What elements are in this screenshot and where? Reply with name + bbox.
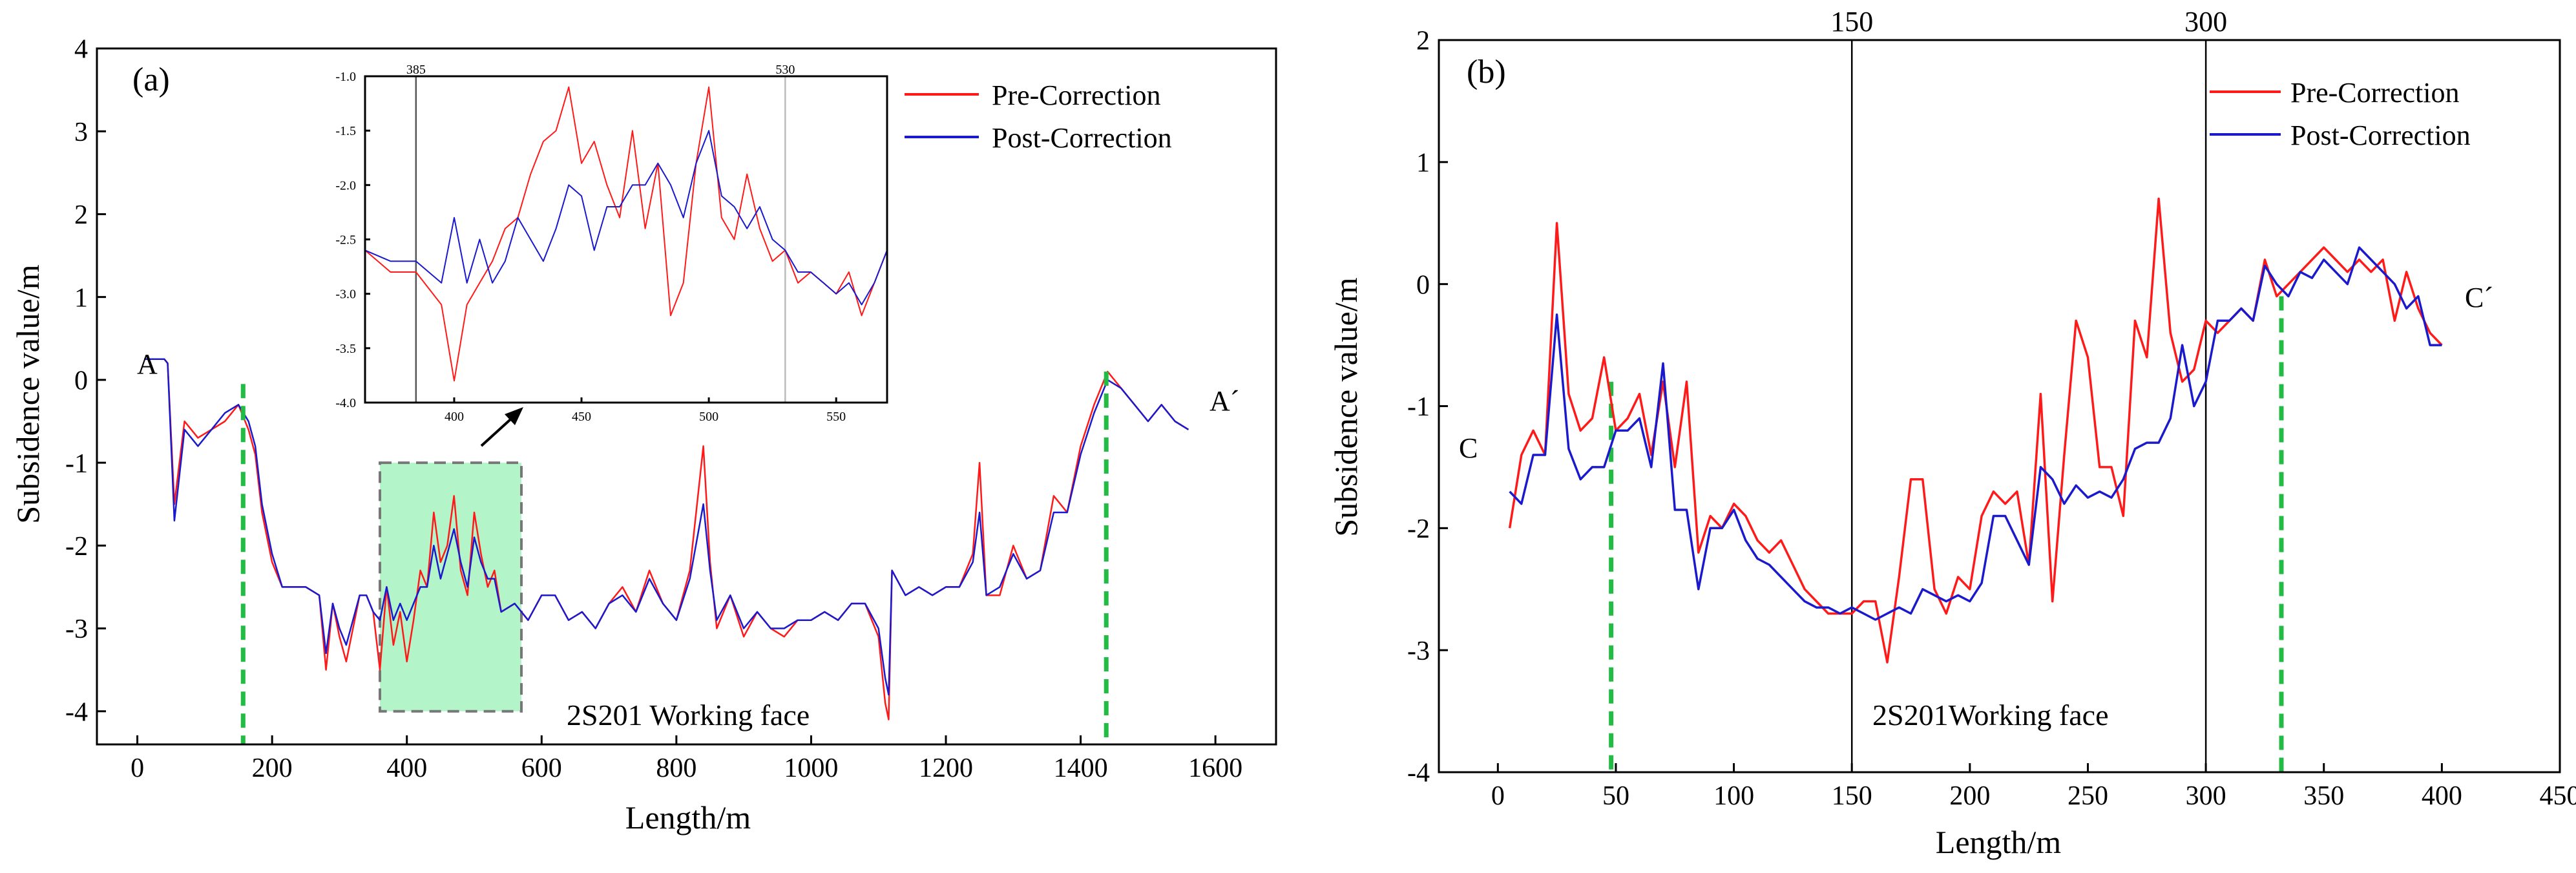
panel-a-ytick-label: -1: [65, 449, 88, 479]
highlight-box: [379, 461, 523, 713]
inset-ytick-label: -4.0: [335, 396, 356, 410]
end-label-a: A: [137, 348, 158, 380]
panel-b-xtick-label: 200: [1949, 781, 1990, 811]
panel-b: 0 50 100 150 200 250 300 350 400 450 -4-3-2-1012 …: [1328, 6, 2576, 860]
legend-label-post-a: Post-Correction: [992, 122, 1172, 154]
y-axis-title-a: Subsidence value/m: [10, 264, 46, 523]
inset-ytick-label: -3.0: [335, 288, 356, 302]
end-label-c: C: [1459, 432, 1478, 464]
panel-b-ytick-label: 0: [1416, 270, 1430, 300]
inset-ytick-label: -1.5: [335, 124, 356, 138]
panel-a-series-pre-correction: [144, 358, 1189, 720]
panel-b-xtick-label: 250: [2068, 781, 2108, 811]
legend-label-pre-b: Pre-Correction: [2290, 77, 2459, 109]
top-reference-label-b: 150: [1830, 6, 1873, 37]
inset-reference-label: 385: [406, 63, 426, 77]
panel-b-xtick-label: 400: [2422, 781, 2462, 811]
panel-a-xtick-label: 1200: [919, 753, 973, 783]
panel-b-ytick-label: -1: [1407, 392, 1430, 422]
x-axis-title-b: Length/m: [1936, 824, 2062, 860]
panel-b-xtick-label: 350: [2303, 781, 2344, 811]
panel-a-xtick-label: 1600: [1188, 753, 1242, 783]
panel-a: 0 200 400 600 800 1000 1200 1400 1600 -4-3-2-101…: [10, 35, 1277, 836]
panel-b-xtick-label: 300: [2186, 781, 2226, 811]
inset-xtick-label: 450: [572, 410, 591, 424]
legend-label-post-b: Post-Correction: [2290, 120, 2471, 151]
panel-b-ytick-label: -2: [1407, 514, 1430, 544]
panel-b-xtick-label: 100: [1713, 781, 1754, 811]
inset-pointer-arrowhead: [505, 407, 523, 425]
end-label-a-prime: A´: [1209, 385, 1239, 417]
inset-xtick-label: 500: [699, 410, 718, 424]
panel-b-xtick-label: 0: [1491, 781, 1505, 811]
top-reference-label-b: 300: [2184, 6, 2227, 37]
legend-label-pre-a: Pre-Correction: [992, 79, 1160, 111]
inset-ytick-label: -2.5: [335, 233, 356, 247]
inset-plot: 400 450 500 550 -1.0 -1.5 -2.0 -2.5 -3.0 -3.5 -4.…: [335, 63, 888, 424]
panel-b-ytick-label: 1: [1416, 149, 1430, 178]
panel-a-ytick-label: 2: [74, 200, 88, 230]
panel-b-ytick-label: -4: [1407, 759, 1430, 788]
panel-a-xtick-label: 1000: [784, 753, 838, 783]
panel-b-ytick-label: -3: [1407, 636, 1430, 666]
working-face-label-a: 2S201 Working face: [567, 699, 810, 731]
panel-a-ytick-label: 1: [74, 283, 88, 313]
panel-a-ytick-label: 0: [74, 366, 88, 396]
plot-frame-a: [96, 47, 1277, 746]
x-axis-title-a: Length/m: [625, 799, 751, 836]
inset-series-post-correction: [364, 130, 888, 306]
panel-a-xtick-label: 400: [386, 753, 427, 783]
inset-ytick-label: -3.5: [335, 342, 356, 356]
working-face-label-b: 2S201Working face: [1872, 699, 2108, 731]
panel-a-xtick-label: 0: [131, 753, 144, 783]
legend-b: Pre-Correction Post-Correction: [2210, 77, 2471, 151]
panel-b-xtick-label: 50: [1602, 781, 1629, 811]
panel-a-series-post-correction: [144, 358, 1189, 696]
inset-ytick-label: -2.0: [335, 178, 356, 193]
panel-b-xtick-label: 150: [1832, 781, 1872, 811]
inset-reference-label: 530: [775, 63, 795, 77]
inset-xtick-label: 400: [445, 410, 464, 424]
legend-a: Pre-Correction Post-Correction: [905, 79, 1172, 154]
panel-a-ytick-label: -3: [65, 615, 88, 644]
panel-a-xtick-label: 600: [521, 753, 562, 783]
end-label-c-prime: C´: [2465, 282, 2493, 313]
panel-a-ytick-label: -2: [65, 532, 88, 562]
inset-series-pre-correction: [364, 86, 888, 382]
inset-xtick-label: 550: [826, 410, 846, 424]
panel-label-a: (a): [132, 61, 170, 98]
inset-ytick-label: -1.0: [335, 70, 356, 84]
panel-a-xtick-label: 1400: [1054, 753, 1108, 783]
panel-label-b: (b): [1467, 54, 1506, 90]
panel-b-ytick-label: 2: [1416, 26, 1430, 56]
panel-a-xtick-label: 200: [252, 753, 293, 783]
panel-a-ytick-label: -4: [65, 697, 88, 727]
panel-b-xtick-label: 450: [2540, 781, 2576, 811]
panel-a-ytick-label: 4: [74, 35, 88, 65]
y-axis-title-b: Subsidence value/m: [1328, 277, 1364, 536]
panel-a-ytick-label: 3: [74, 118, 88, 147]
panel-a-xtick-label: 800: [656, 753, 696, 783]
panel-b-series-post-correction: [1509, 246, 2442, 621]
